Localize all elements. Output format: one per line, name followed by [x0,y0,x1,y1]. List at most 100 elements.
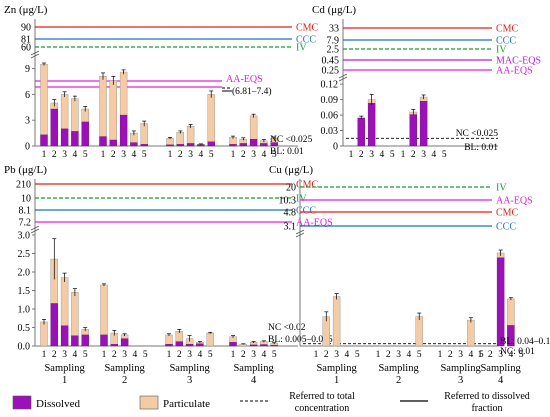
sample-tick-label: 5 [208,350,213,360]
panel-note: NC <0.025 [456,129,499,139]
threshold-label-mac-eqs: MAC-EQS [496,56,541,67]
sample-tick-label: 5 [83,150,88,160]
bar-dissolved [140,144,148,147]
panel-note: BL: 0.01 [464,143,498,153]
sample-tick-label: 3 [369,150,374,160]
upper-tick-label: 81 [21,35,31,46]
bar-dissolved [229,144,237,147]
sample-tick-label: 2 [488,350,493,360]
bar-dissolved [119,114,128,147]
sample-tick-label: 4 [133,350,138,360]
sample-tick-label: 4 [73,150,78,160]
threshold-label-ccc: CCC [496,36,516,47]
sample-tick-label: 4 [132,150,137,160]
sample-tick-label: 4 [432,150,437,160]
y-tick-label: 3 [25,116,30,127]
sample-tick-label: 2 [241,150,246,160]
sample-tick-label: 2 [177,350,182,360]
bar-particulate [40,321,48,347]
upper-tick-label: 10.3 [279,196,297,207]
sample-tick-label: 1 [101,150,106,160]
sampling-group-number: 2 [122,375,127,386]
sample-tick-label: 3 [251,150,256,160]
y-tick-label: 6 [25,90,30,101]
bar-dissolved [186,143,195,147]
sample-tick-label: 5 [442,150,447,160]
sample-tick-label: 3 [62,350,67,360]
bar-particulate [467,319,475,347]
sampling-group-number: 2 [396,375,401,386]
threshold-label-aa-eqs: AA-EQS [296,218,333,229]
threshold-label-cmc: CMC [496,24,519,35]
upper-tick-label: 20 [286,183,296,194]
sampling-group-number: 4 [251,375,257,386]
legend-dissolved-swatch [12,395,32,410]
sample-tick-label: 5 [390,150,395,160]
bar-particulate [109,80,118,147]
panel-note: NC <0.02 [268,323,306,333]
sample-tick-label: 2 [112,350,117,360]
sample-tick-label: 3 [251,350,256,360]
bar-dissolved [71,131,79,147]
axis-break [30,225,40,234]
legend-particulate-label: Particulate [163,398,210,410]
bar-dissolved [197,144,205,147]
sampling-group-label: Sampling [440,363,481,374]
bar-particulate [176,132,185,147]
y-tick-label: 2.5 [18,249,31,260]
sample-tick-label: 1 [102,350,107,360]
sample-tick-label: 1 [42,350,47,360]
sample-tick-label: 2 [178,150,183,160]
sample-tick-label: 2 [411,150,416,160]
upper-tick-label: 2.5 [327,45,340,56]
bar-dissolved [270,345,278,347]
sample-tick-label: 1 [231,350,236,360]
sampling-group-label: Sampling [169,363,210,374]
sample-tick-label: 2 [52,350,57,360]
upper-tick-label: 33 [329,24,339,35]
bar-particulate [206,332,214,347]
threshold-label-iv: IV [496,45,507,56]
panel-zn: Zn (μg/L) CMC 90 CCC 81 IV 60 0 3 6 9 AA-EQS(6.81–7… [4,4,319,160]
bar-dissolved [60,128,69,147]
upper-tick-label: 8.1 [19,206,32,217]
sample-tick-label: 1 [438,350,443,360]
bar-dissolved [409,114,417,147]
sample-tick-label: 4 [262,150,267,160]
sample-tick-label: 5 [142,150,147,160]
axis-break [338,73,348,82]
bar-dissolved [207,141,215,147]
sample-tick-label: 3 [498,350,503,360]
legend-dissolved-fraction-line2: fraction [471,403,502,414]
sample-tick-label: 5 [143,350,148,360]
sample-tick-label: 1 [376,350,381,360]
threshold-label-cmc: CMC [296,180,319,191]
sample-tick-label: 1 [167,350,172,360]
bar-dissolved [229,342,237,347]
bar-dissolved [185,343,194,347]
panel-note: NC: 0.01 [500,347,535,357]
panel-title: Cu (μg/L) [269,164,313,176]
bar-particulate [186,126,195,147]
sample-tick-label: 3 [122,350,127,360]
axis-break [30,50,40,59]
legend: Dissolved Particulate Referred to total … [12,391,530,414]
sample-tick-label: 4 [380,150,385,160]
sample-tick-label: 3 [334,350,339,360]
bar-dissolved [81,334,89,347]
y-tick-label: 3.0 [18,231,31,242]
sampling-group-label: Sampling [480,363,521,374]
y-tick-label: 0.09 [321,95,339,106]
y-tick-label: 1.5 [18,286,31,297]
bar-dissolved [249,138,258,147]
y-tick-label: 9 [25,64,30,75]
bar-dissolved [270,142,278,147]
sample-tick-label: 2 [111,150,116,160]
bar-particulate [140,123,148,147]
threshold-label-iv: IV [296,194,307,205]
sample-tick-label: 4 [407,350,412,360]
sample-tick-label: 2 [52,150,57,160]
sample-tick-label: 3 [396,350,401,360]
sampling-group-number: 3 [458,375,463,386]
